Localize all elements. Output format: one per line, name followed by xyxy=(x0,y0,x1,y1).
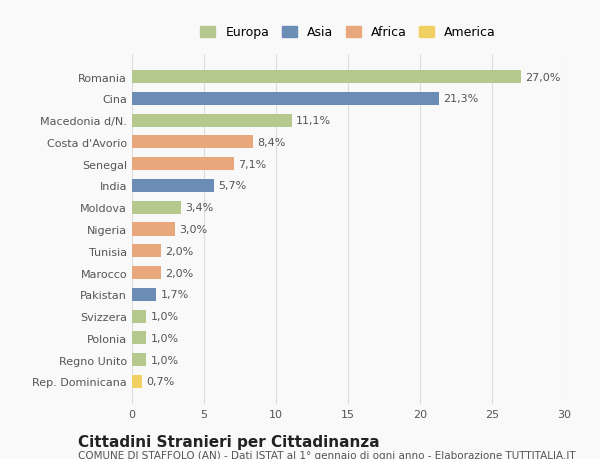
Text: 1,7%: 1,7% xyxy=(161,290,189,300)
Text: 3,4%: 3,4% xyxy=(185,203,214,213)
Text: 21,3%: 21,3% xyxy=(443,94,478,104)
Text: Cittadini Stranieri per Cittadinanza: Cittadini Stranieri per Cittadinanza xyxy=(78,434,380,449)
Bar xyxy=(132,201,181,214)
Bar xyxy=(132,179,214,193)
Bar xyxy=(132,136,253,149)
Text: COMUNE DI STAFFOLO (AN) - Dati ISTAT al 1° gennaio di ogni anno - Elaborazione T: COMUNE DI STAFFOLO (AN) - Dati ISTAT al … xyxy=(78,450,575,459)
Bar xyxy=(132,71,521,84)
Text: 3,0%: 3,0% xyxy=(179,224,208,235)
Bar xyxy=(132,288,157,301)
Bar xyxy=(132,266,161,280)
Bar xyxy=(132,310,146,323)
Text: 1,0%: 1,0% xyxy=(151,333,179,343)
Bar xyxy=(132,353,146,366)
Text: 2,0%: 2,0% xyxy=(165,246,193,256)
Bar xyxy=(132,331,146,345)
Legend: Europa, Asia, Africa, America: Europa, Asia, Africa, America xyxy=(200,27,496,39)
Text: 1,0%: 1,0% xyxy=(151,311,179,321)
Bar xyxy=(132,375,142,388)
Bar xyxy=(132,245,161,258)
Text: 5,7%: 5,7% xyxy=(218,181,247,191)
Bar xyxy=(132,223,175,236)
Bar xyxy=(132,93,439,106)
Text: 7,1%: 7,1% xyxy=(239,159,267,169)
Bar xyxy=(132,114,292,128)
Text: 2,0%: 2,0% xyxy=(165,268,193,278)
Text: 1,0%: 1,0% xyxy=(151,355,179,365)
Text: 27,0%: 27,0% xyxy=(525,73,560,83)
Text: 0,7%: 0,7% xyxy=(146,376,175,386)
Text: 8,4%: 8,4% xyxy=(257,138,286,148)
Bar xyxy=(132,158,234,171)
Text: 11,1%: 11,1% xyxy=(296,116,331,126)
